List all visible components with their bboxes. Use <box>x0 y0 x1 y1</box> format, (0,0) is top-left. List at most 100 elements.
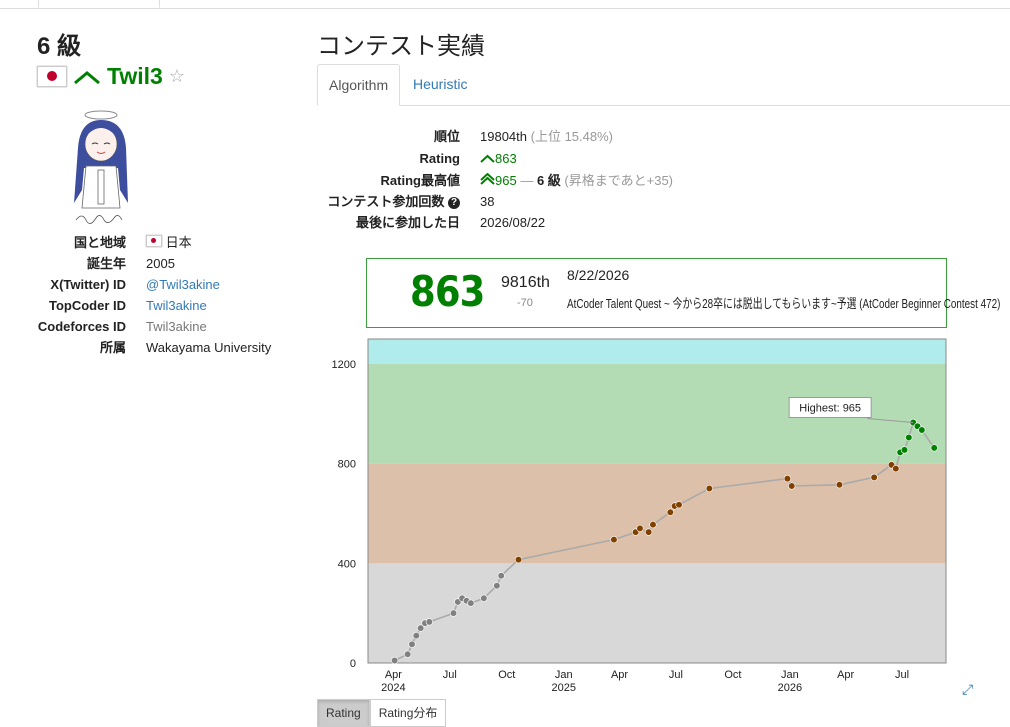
info-label: X(Twitter) ID <box>50 277 126 292</box>
rating-point <box>408 640 416 648</box>
latest-rank: 9816th <box>501 274 550 291</box>
username[interactable]: Twil3 <box>107 63 163 89</box>
page-title: コンテスト実績 <box>317 33 485 60</box>
info-row-twitter: X(Twitter) ID @Twil3akine <box>0 275 300 295</box>
highest-pointer <box>867 417 914 423</box>
top-tab-active[interactable] <box>38 0 160 8</box>
rank-value: 19804th <box>480 129 527 144</box>
rating-point <box>649 521 657 529</box>
rating-point <box>870 473 878 481</box>
top-tab-strip <box>0 0 1010 9</box>
rating-button[interactable]: Rating <box>317 699 370 727</box>
x-tick-label: Oct <box>724 669 741 681</box>
rating-point <box>425 618 433 626</box>
plot-frame <box>367 338 947 664</box>
y-tick-label: 800 <box>338 459 356 471</box>
rating-band <box>368 339 946 364</box>
latest-contest-name[interactable]: AtCoder Talent Quest ~ 今から28卒には脱出してもらいます… <box>567 296 1001 311</box>
x-tick-label: Apr <box>611 669 628 681</box>
info-row-affiliation: 所属 Wakayama University <box>0 338 300 358</box>
rating-point <box>480 594 488 602</box>
avatar <box>74 110 128 224</box>
user-header: Twil3 ☆ <box>37 63 185 90</box>
rating-band <box>368 563 946 663</box>
codeforces-link[interactable]: Twil3akine <box>146 319 207 334</box>
rating-point <box>493 582 501 590</box>
rating-band <box>368 463 946 564</box>
info-value: 2005 <box>146 256 175 271</box>
y-tick-label: 1200 <box>332 359 356 371</box>
x-tick-label: Jul <box>669 669 683 681</box>
country-value: 日本 <box>165 235 192 250</box>
chart-toggle-buttons: Rating Rating分布 <box>317 699 447 727</box>
rating-label: Rating <box>419 151 460 166</box>
rank-label: 順位 <box>433 129 460 144</box>
y-tick-label: 400 <box>338 558 356 570</box>
rating-point <box>514 555 523 564</box>
rating-point <box>930 444 938 452</box>
max-sep: — <box>520 173 534 188</box>
rating-point <box>412 631 420 640</box>
info-row-birth-year: 誕生年 2005 <box>0 254 300 274</box>
topcoder-link[interactable]: Twil3akine <box>146 298 207 313</box>
rating-point <box>905 433 913 442</box>
rating-distribution-button[interactable]: Rating分布 <box>369 699 447 727</box>
expand-icon[interactable]: ⤢ <box>962 681 974 697</box>
info-label: TopCoder ID <box>48 298 126 313</box>
rating-point <box>705 484 713 493</box>
max-note: (昇格まであと+35) <box>564 173 674 188</box>
double-chevron-icon <box>480 172 495 185</box>
contest-count-label: コンテスト参加回数 <box>327 194 445 209</box>
rating-point <box>783 474 792 483</box>
rating-point <box>636 524 644 533</box>
rating-point <box>835 481 844 489</box>
japan-flag-icon <box>146 235 162 247</box>
contest-type-tabs: Algorithm Heuristic <box>317 64 1010 106</box>
x-tick-label: Jan <box>781 669 799 681</box>
rating-point <box>918 426 926 434</box>
x-tick-label: Apr <box>837 669 854 681</box>
info-label: 国と地域 <box>73 235 126 250</box>
rating-point <box>449 609 458 617</box>
tab-heuristic[interactable]: Heuristic <box>413 76 468 92</box>
rating-point <box>675 501 683 509</box>
latest-contest-panel: 863 9816th -70 8/22/2026 AtCoder Talent … <box>366 258 1000 328</box>
info-value: Wakayama University <box>146 340 272 355</box>
rating-point <box>417 624 425 632</box>
rating-point <box>666 508 674 516</box>
twitter-link[interactable]: @Twil3akine <box>146 277 220 292</box>
x-tick-year: 2026 <box>778 682 802 693</box>
info-label: Codeforces ID <box>37 319 126 334</box>
rank-chevron-icon <box>480 154 495 163</box>
x-tick-label: Jul <box>895 669 909 681</box>
rating-point <box>497 572 505 580</box>
max-rating-label: Rating最高値 <box>380 173 460 188</box>
max-rating-value: 965 <box>495 173 517 188</box>
x-tick-year: 2024 <box>381 682 405 693</box>
x-tick-year: 2025 <box>552 682 576 693</box>
help-icon[interactable]: ? <box>448 197 460 209</box>
tab-algorithm[interactable]: Algorithm <box>317 64 401 106</box>
info-label: 所属 <box>99 340 126 355</box>
rating-point <box>645 528 653 536</box>
latest-contest-date: 8/22/2026 <box>567 267 630 283</box>
japan-flag-icon <box>37 66 67 87</box>
info-row-country: 国と地域 日本 <box>0 233 300 253</box>
rating-point <box>892 465 900 473</box>
x-tick-label: Oct <box>498 669 515 681</box>
info-row-codeforces: Codeforces ID Twil3akine <box>0 317 300 337</box>
rating-value: 863 <box>495 151 517 166</box>
rating-point <box>467 599 475 607</box>
rating-point <box>610 536 618 544</box>
x-tick-label: Jan <box>555 669 573 681</box>
favorite-star-icon[interactable]: ☆ <box>168 66 185 86</box>
kyu-heading: 6 級 <box>37 33 82 60</box>
highest-label: Highest: 965 <box>799 402 861 414</box>
max-kyu: 6 級 <box>536 173 561 188</box>
y-tick-label: 0 <box>350 658 356 670</box>
info-value: 日本 <box>146 233 192 253</box>
latest-rating: 863 <box>410 267 485 316</box>
last-contest-value: 2026/08/22 <box>480 215 546 230</box>
rating-point <box>900 446 909 454</box>
